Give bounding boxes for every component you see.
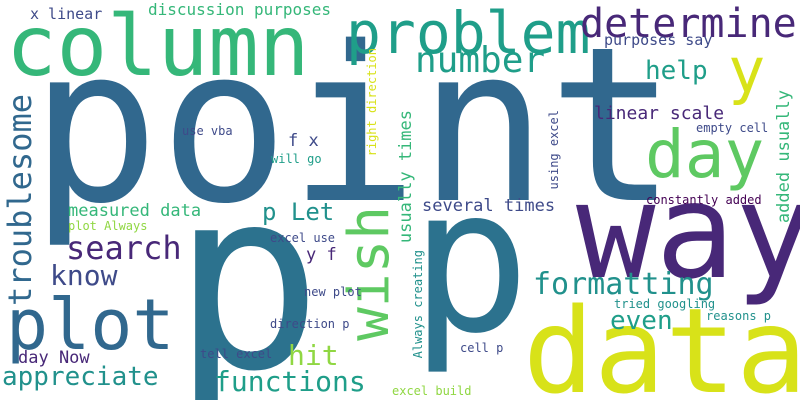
word-determine: determine xyxy=(580,1,797,47)
word-even: even xyxy=(610,306,673,336)
word-day: day xyxy=(645,116,765,193)
word-p-let: p Let xyxy=(262,198,335,226)
word-right-direction: right direction xyxy=(365,48,379,157)
word-data: data xyxy=(523,282,800,400)
word-tell-excel: tell excel xyxy=(200,347,273,361)
word-formatting: formatting xyxy=(533,267,714,302)
word-added-usually: added usually xyxy=(774,90,794,224)
word-constantly-added: constantly added xyxy=(646,193,762,207)
word-always-creating: Always creating xyxy=(411,250,425,359)
word-f-x: f x xyxy=(288,131,319,151)
word-usually-times: usually times xyxy=(396,110,416,244)
word-number: number xyxy=(415,40,546,81)
word-tried-googling: tried googling xyxy=(614,297,716,311)
word-help: help xyxy=(645,56,708,86)
word-will-go: will go xyxy=(271,152,322,166)
word-point: point xyxy=(30,0,678,251)
word-y-f: y f xyxy=(306,245,337,265)
word-problem: problem xyxy=(346,0,591,67)
word-direction-p: direction p xyxy=(270,317,350,331)
word-search: search xyxy=(66,229,182,267)
word-new-plot: new plot xyxy=(304,285,362,299)
word-wish: wish xyxy=(337,206,402,341)
word-excel-use: excel use xyxy=(270,231,336,245)
word-cell-p: cell p xyxy=(460,341,504,355)
word-use-vba: use vba xyxy=(182,124,233,138)
word-excel-build: excel build xyxy=(392,384,472,398)
word-troublesome: troublesome xyxy=(1,94,39,306)
word-column: column xyxy=(6,0,310,95)
word-know: know xyxy=(50,259,118,292)
word-empty-cell: empty cell xyxy=(696,121,769,135)
word-using-excel: using excel xyxy=(547,110,561,190)
word-reasons-p: reasons p xyxy=(706,309,772,323)
word-appreciate: appreciate xyxy=(2,362,159,392)
word-purposes-say: purposes say xyxy=(604,31,713,49)
word-plot: plot xyxy=(6,284,175,366)
word-hit: hit xyxy=(288,339,339,372)
word-plot-always: plot Always xyxy=(68,219,148,233)
word-y: y xyxy=(728,34,766,107)
word-day-now: day Now xyxy=(18,348,90,368)
word-measured-data: measured data xyxy=(68,201,202,221)
word-p-second: p xyxy=(410,145,531,378)
word-several-times: several times xyxy=(422,196,556,216)
word-p-big: p xyxy=(172,135,323,400)
word-way: way xyxy=(576,155,800,309)
word-x-linear: x linear xyxy=(30,5,103,23)
word-linear-scale: linear scale xyxy=(594,103,725,124)
word-functions: functions xyxy=(214,365,366,398)
word-discussion-purposes: discussion purposes xyxy=(148,0,332,19)
